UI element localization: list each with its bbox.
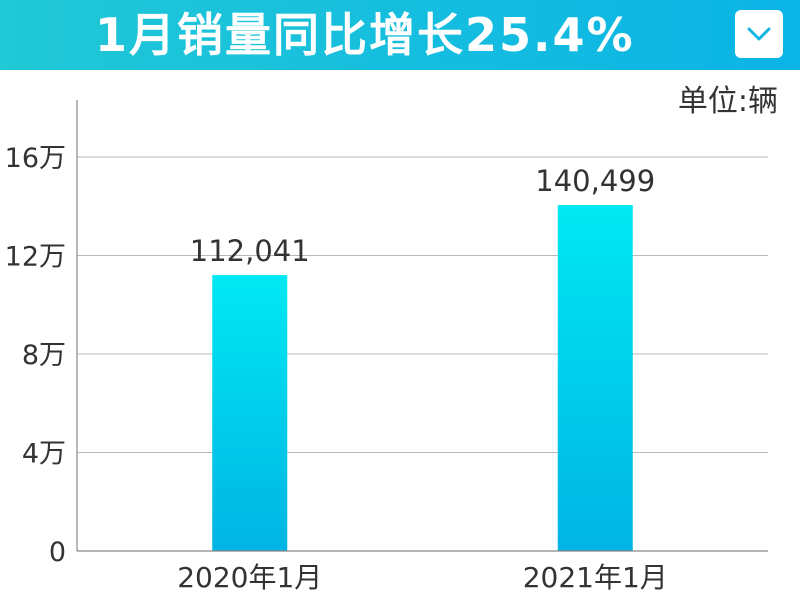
labels: 0 4万 8万 12万 16万 112,041 2020年1月 140,499 2021年1月 — [5, 143, 668, 594]
chart-title: 1月销量同比增长25.4% — [95, 8, 635, 62]
y-tick-label: 16万 — [5, 143, 66, 174]
y-tick-label: 8万 — [22, 340, 66, 371]
bar — [212, 275, 288, 551]
y-tick-label: 0 — [49, 537, 66, 568]
x-tick-label: 2021年1月 — [523, 561, 668, 594]
axes — [76, 100, 768, 552]
bars — [212, 205, 633, 551]
x-tick-label: 2020年1月 — [177, 561, 322, 594]
data-label: 140,499 — [535, 164, 655, 198]
chevron-down-icon — [747, 27, 771, 41]
y-tick-label: 4万 — [22, 439, 66, 470]
data-label: 112,041 — [190, 234, 310, 268]
y-tick-label: 12万 — [5, 242, 66, 273]
dropdown-button[interactable] — [735, 10, 783, 58]
bar — [557, 205, 633, 551]
grid-lines — [77, 156, 768, 453]
header-bar: 1月销量同比增长25.4% — [0, 0, 800, 70]
unit-label: 单位:辆 — [677, 84, 778, 119]
